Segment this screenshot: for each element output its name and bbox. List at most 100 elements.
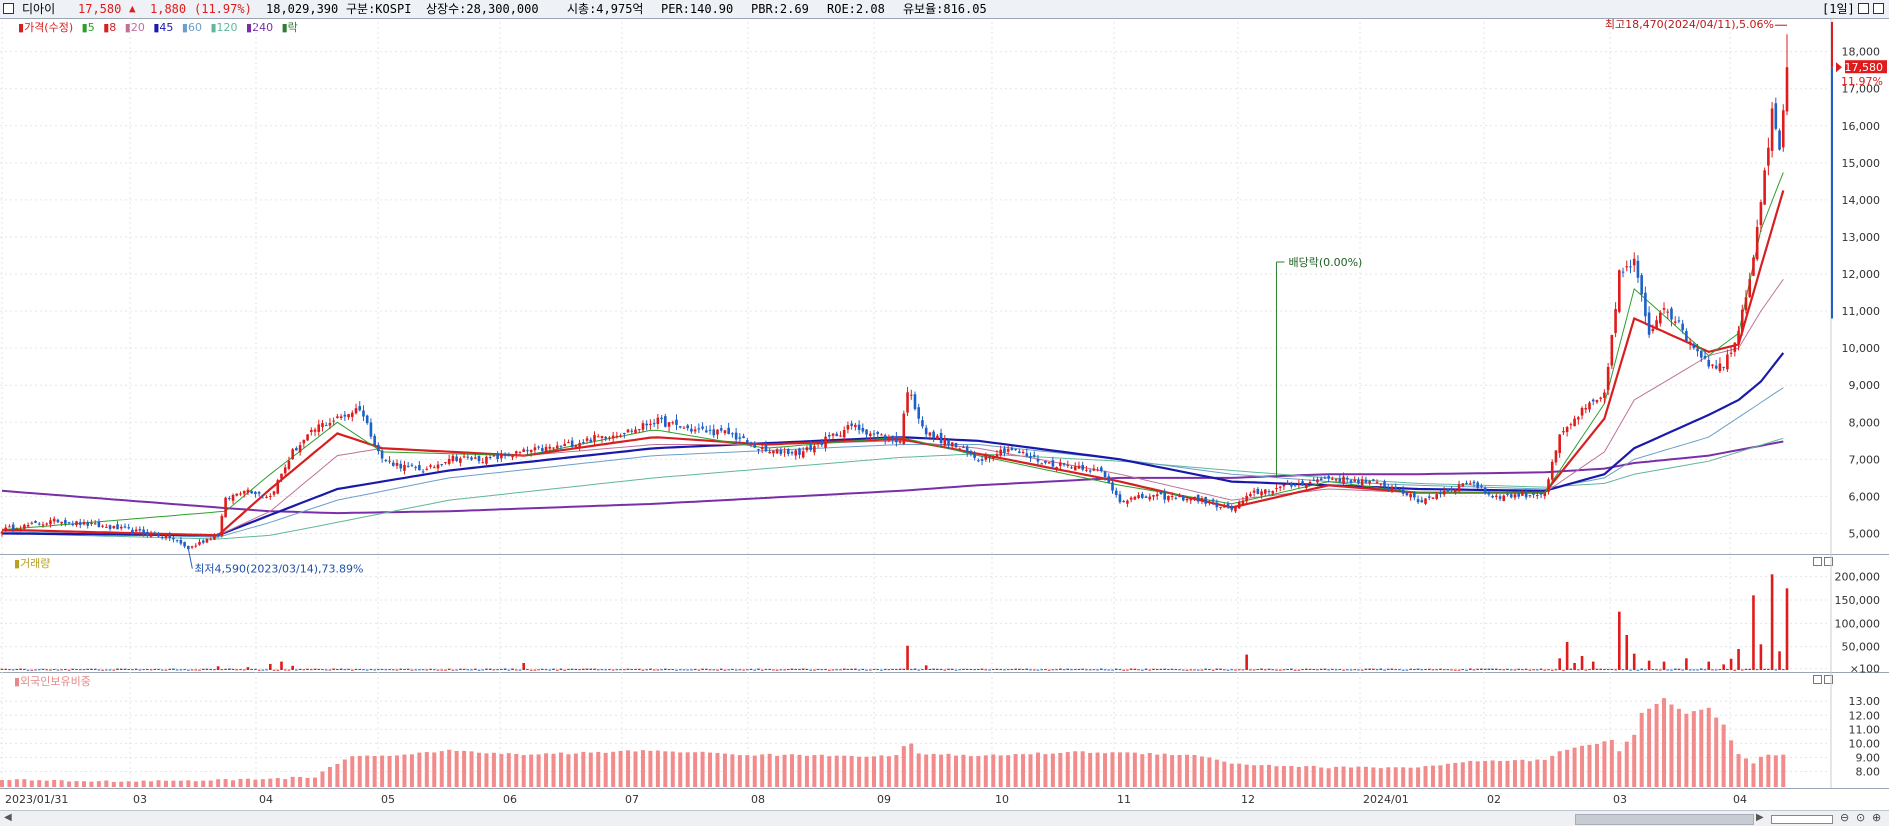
- y-tick-label: 10,000: [1842, 342, 1881, 355]
- scroll-thumb[interactable]: [1575, 814, 1754, 825]
- foreign-ratio-bar: [283, 779, 288, 787]
- scroll-right-icon[interactable]: ▶: [1756, 812, 1764, 823]
- volume-bar: [1185, 669, 1189, 671]
- legend-ma20[interactable]: ▮20: [124, 21, 145, 34]
- legend-ma45[interactable]: ▮45: [153, 21, 174, 34]
- volume-bar: [1558, 658, 1561, 670]
- candle-body: [365, 415, 369, 424]
- candle-body: [876, 432, 880, 434]
- volume-bar: [883, 668, 887, 670]
- y-tick-label: 18,000: [1842, 46, 1881, 59]
- volume-bar: [56, 669, 60, 671]
- volume-bar: [477, 669, 481, 671]
- zoom-in-icon[interactable]: ⊕: [1872, 811, 1882, 824]
- candle-body: [965, 446, 969, 453]
- foreign-ratio-bar: [462, 750, 467, 787]
- volume-bar: [1267, 668, 1271, 670]
- candle-body: [1658, 312, 1662, 324]
- volume-bar: [127, 668, 131, 670]
- horizontal-scrollbar[interactable]: ◀ ▶ ⊖ ⊙ ⊕: [0, 810, 1889, 826]
- candle-body: [172, 537, 175, 540]
- volume-close-icon[interactable]: [1824, 557, 1833, 566]
- candle-body: [1472, 481, 1476, 484]
- volume-bar: [667, 669, 671, 671]
- foreign-maximize-icon[interactable]: [1813, 675, 1822, 684]
- candle-body: [794, 450, 798, 456]
- candle-body: [1088, 470, 1092, 472]
- candle-body: [1018, 451, 1021, 453]
- volume-bar: [1178, 669, 1181, 671]
- maximize-icon[interactable]: [1858, 3, 1869, 14]
- zoom-out-icon[interactable]: ⊖: [1840, 811, 1850, 824]
- candle-body: [742, 436, 745, 439]
- candle-body: [123, 526, 127, 528]
- candle-body: [1461, 483, 1465, 487]
- volume-bar: [947, 668, 950, 670]
- volume-bar: [380, 668, 384, 670]
- scroll-left-icon[interactable]: ◀: [4, 812, 12, 823]
- volume-bar: [1446, 669, 1450, 671]
- foreign-ratio-bar: [1684, 713, 1689, 787]
- candle-body: [686, 425, 689, 429]
- candle-body: [242, 491, 246, 494]
- legend-ma60[interactable]: ▮60: [181, 21, 202, 34]
- legend-ex-dividend[interactable]: ▮락: [281, 21, 298, 34]
- candle-body: [645, 423, 648, 426]
- candle-body: [1167, 495, 1170, 501]
- volume-bar: [306, 668, 309, 670]
- period-selector[interactable]: [1일]: [1822, 2, 1855, 16]
- volume-bar: [93, 668, 97, 670]
- volume-bar: [1133, 668, 1137, 670]
- foreign-close-icon[interactable]: [1824, 675, 1833, 684]
- volume-bar: [108, 669, 112, 671]
- candle-body: [1077, 465, 1081, 469]
- foreign-ratio-bar: [1744, 758, 1749, 787]
- volume-bar: [462, 668, 466, 670]
- volume-bar: [1159, 668, 1163, 670]
- volume-bar: [906, 645, 909, 670]
- foreign-ratio-bar: [290, 776, 295, 787]
- foreign-ratio-bar: [44, 780, 49, 787]
- volume-bar: [1714, 669, 1718, 671]
- volume-bar: [1431, 669, 1435, 671]
- candle-body: [1524, 492, 1528, 498]
- volume-bar: [1174, 669, 1178, 671]
- volume-bar: [1271, 669, 1275, 671]
- legend-ma120[interactable]: ▮120: [210, 21, 238, 34]
- legend-ma8[interactable]: ▮8: [103, 21, 117, 34]
- volume-bar: [1506, 668, 1509, 670]
- foreign-ratio-bar: [640, 750, 645, 787]
- candle-body: [90, 522, 93, 525]
- volume-bar: [358, 668, 362, 670]
- volume-bar: [451, 669, 455, 671]
- candle-body: [824, 436, 827, 448]
- legend-price[interactable]: ▮가격(수정): [18, 21, 74, 34]
- volume-bar: [1398, 669, 1401, 671]
- candle-body: [805, 447, 809, 451]
- foreign-ratio-bar: [633, 751, 638, 787]
- volume-maximize-icon[interactable]: [1813, 557, 1822, 566]
- legend-ma5[interactable]: ▮5: [81, 21, 95, 34]
- candle-body: [429, 465, 432, 467]
- candle-body: [1386, 487, 1390, 489]
- candle-body: [820, 440, 824, 446]
- close-icon[interactable]: [1873, 3, 1884, 14]
- range-slider[interactable]: [1771, 815, 1833, 824]
- legend-ma240[interactable]: ▮240: [246, 21, 274, 34]
- candle-body: [1129, 497, 1133, 500]
- candle-body: [1141, 493, 1144, 498]
- volume-bar: [887, 669, 891, 671]
- candle-body: [1670, 308, 1673, 320]
- zoom-reset-icon[interactable]: ⊙: [1856, 811, 1866, 824]
- candle-body: [1036, 458, 1040, 462]
- volume-bar: [41, 668, 45, 670]
- candle-body: [906, 392, 909, 413]
- candle-body: [932, 431, 935, 438]
- foreign-ratio-bar: [1311, 765, 1316, 787]
- volume-bar: [637, 668, 641, 670]
- volume-bar: [1748, 668, 1752, 670]
- volume-bar: [1334, 669, 1338, 671]
- candle-body: [768, 451, 771, 454]
- candle-body: [593, 434, 596, 441]
